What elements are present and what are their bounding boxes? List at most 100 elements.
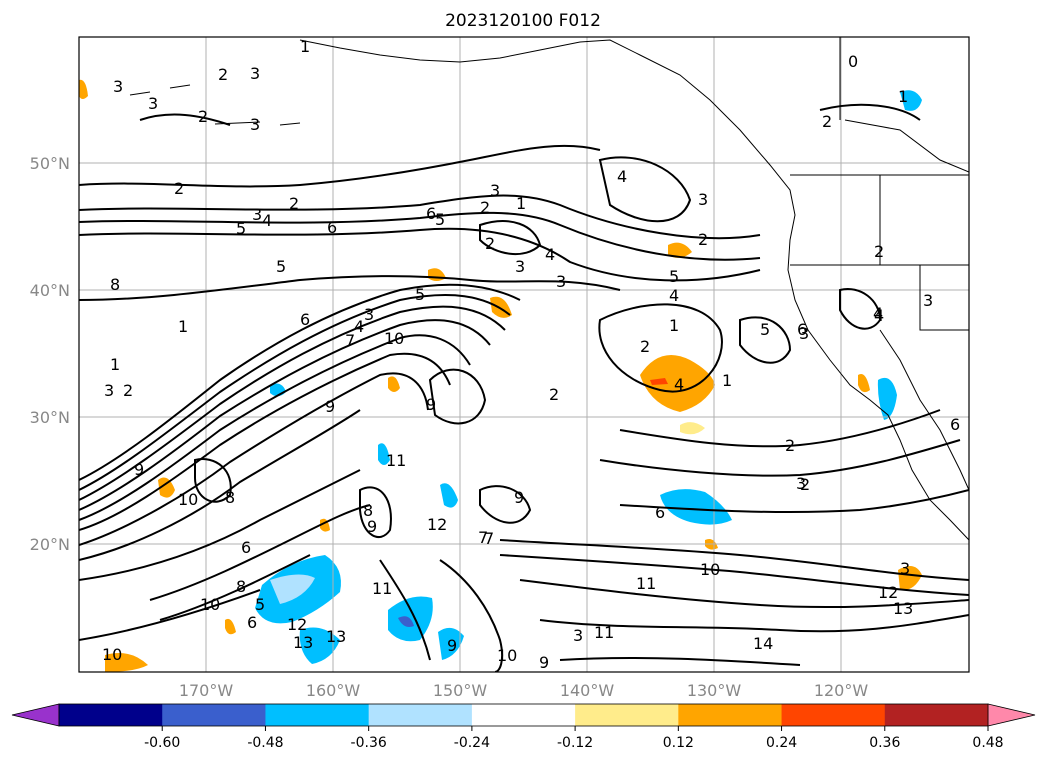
positive-anomaly-patch <box>668 242 692 258</box>
contour-label: 9 <box>325 397 335 416</box>
contour-label: 6 <box>300 310 310 329</box>
contour-label: 4 <box>617 167 627 186</box>
strong-positive-anomaly-patch <box>650 378 668 385</box>
positive-anomaly-patch <box>225 618 236 635</box>
contour-label: 5 <box>760 320 770 339</box>
contour-label: 1 <box>178 317 188 336</box>
lat-axis: 50°N 40°N 30°N 20°N <box>30 154 70 554</box>
contour-label: 4 <box>669 286 679 305</box>
contour-label: 6 <box>950 415 960 434</box>
contour-label: 2 <box>485 234 495 253</box>
contour-label: 2 <box>218 65 228 84</box>
contour-label: 3 <box>573 626 583 645</box>
colorbar-tick-label: -0.12 <box>557 735 593 751</box>
negative-anomaly-patch <box>440 483 458 508</box>
colorbar-tick-label: -0.60 <box>144 735 180 751</box>
contour-label: 12 <box>287 615 307 634</box>
colorbar-tick-label: 0.24 <box>766 735 797 751</box>
contour-label: 6 <box>797 320 807 339</box>
contour-label: 7 <box>345 331 355 350</box>
contour-label: 2 <box>198 107 208 126</box>
colorbar-tick-label: -0.48 <box>247 735 283 751</box>
contour-label: 14 <box>753 634 773 653</box>
contour-label: 0 <box>848 52 858 71</box>
contour-label: 12 <box>427 515 447 534</box>
contour-label: 11 <box>636 574 656 593</box>
positive-anomaly-patch <box>79 79 88 99</box>
lon-axis: 170°W 160°W 150°W 140°W 130°W 120°W <box>179 681 869 700</box>
positive-anomaly-patch <box>105 652 148 672</box>
contour-label: 2 <box>822 112 832 131</box>
contour-label: 10 <box>384 329 404 348</box>
contour-label: 10 <box>497 646 517 665</box>
colorbar-segment <box>781 704 886 726</box>
colorbar-tick-label: 0.48 <box>972 735 1003 751</box>
contour-label: 11 <box>386 451 406 470</box>
positive-anomaly-patch <box>858 374 870 393</box>
contour-label: 13 <box>326 627 346 646</box>
contour-label: 6 <box>426 204 436 223</box>
positive-anomaly-patch <box>158 477 175 498</box>
contour-label: 1 <box>516 194 526 213</box>
contour-label: 9 <box>539 653 549 672</box>
negative-anomaly-patch <box>900 90 922 111</box>
contour-label: 6 <box>241 538 251 557</box>
colorbar-extend-low <box>11 703 60 727</box>
negative-anomaly-patch <box>299 627 340 664</box>
contour-label: 5 <box>255 595 265 614</box>
contour-label: 3 <box>515 257 525 276</box>
contour-label: 3 <box>250 115 260 134</box>
negative-anomaly-patch <box>438 627 464 660</box>
contour-label: 2 <box>640 337 650 356</box>
negative-anomaly-patch <box>877 377 897 420</box>
coastlines <box>129 37 969 541</box>
contour-label: 1 <box>722 371 732 390</box>
contour-label: 2 <box>480 198 490 217</box>
contour-label: 5 <box>669 267 679 286</box>
shaded-anomaly-regions <box>79 79 922 672</box>
colorbar-segment <box>884 704 989 726</box>
contour-label: 2 <box>549 385 559 404</box>
lat-label: 50°N <box>30 154 70 173</box>
colorbar-tick-label: -0.36 <box>351 735 387 751</box>
contour-label: 13 <box>893 599 913 618</box>
contour-label: 2 <box>123 381 133 400</box>
contour-label: 3 <box>490 181 500 200</box>
contour-label: 11 <box>372 579 392 598</box>
contour-label: 8 <box>110 275 120 294</box>
lat-label: 40°N <box>30 281 70 300</box>
contour-label: 1 <box>669 316 679 335</box>
colorbar-tick-label: 0.36 <box>869 735 900 751</box>
lon-label: 130°W <box>687 681 742 700</box>
colorbar: -0.60 -0.48 -0.36 -0.24 -0.12 0.12 0.24 0.36 0.4… <box>11 703 1036 751</box>
colorbar-segment <box>471 704 576 726</box>
contour-label: 1 <box>898 87 908 106</box>
contour-label: 2 <box>289 194 299 213</box>
contour-label: 5 <box>236 219 246 238</box>
contour-label: 7 <box>484 529 494 548</box>
positive-anomaly-patch <box>898 566 922 591</box>
contour-label: 3 <box>364 305 374 324</box>
contour-label: 9 <box>447 636 457 655</box>
negative-anomaly-patch <box>378 443 390 465</box>
contour-label: 2 <box>874 242 884 261</box>
map-title: 2023120100 F012 <box>445 11 601 31</box>
contour-label: 2 <box>785 436 795 455</box>
weak-negative-anomaly-patch <box>270 574 315 604</box>
contour-label: 3 <box>113 77 123 96</box>
colorbar-segment <box>162 704 266 726</box>
contour-label: 9 <box>426 395 436 414</box>
contour-label: 5 <box>435 210 445 229</box>
contour-label: 5 <box>415 285 425 304</box>
contour-label: 9 <box>514 488 524 507</box>
contour-label: 3 <box>148 94 158 113</box>
negative-anomaly-patch <box>660 489 732 525</box>
contour-label: 3 <box>250 64 260 83</box>
contour-label: 2 <box>698 230 708 249</box>
lon-label: 170°W <box>179 681 234 700</box>
contour-label: 5 <box>276 257 286 276</box>
contour-label: 4 <box>674 375 684 394</box>
contour-label: 4 <box>873 304 883 323</box>
contour-lines <box>79 103 969 672</box>
